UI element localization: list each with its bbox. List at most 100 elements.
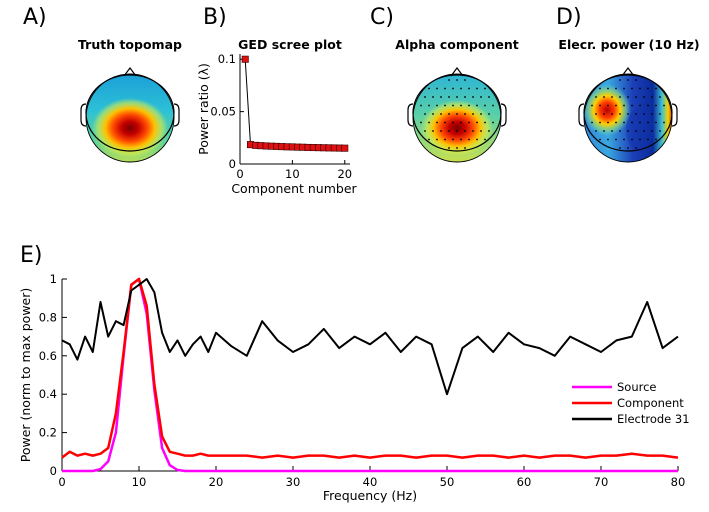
spectrum-y-tick-label: 0.6 xyxy=(39,349,57,363)
electrode-dot xyxy=(619,147,621,149)
scree-point xyxy=(241,55,249,63)
scree-y-tick-label: 0.1 xyxy=(218,52,236,66)
electrode-dot xyxy=(627,130,629,132)
electrode-dot xyxy=(659,96,661,98)
panel-letter-a: A) xyxy=(23,5,47,30)
electrode-dot xyxy=(599,138,601,141)
spectrum-y-tick-label: 1 xyxy=(50,272,57,286)
electrode-dot xyxy=(484,138,486,141)
electrode-dot xyxy=(484,104,486,107)
electrode-dot xyxy=(420,121,422,124)
electrode-dot xyxy=(464,79,466,81)
electrode-dot xyxy=(639,138,641,141)
electrode-dot xyxy=(464,96,466,98)
electrode-dot xyxy=(456,147,458,149)
electrode-dot xyxy=(432,113,434,115)
electrode-dot xyxy=(432,96,434,98)
electrode-dot xyxy=(436,138,438,141)
electrode-dot xyxy=(615,138,617,141)
scree-line xyxy=(244,59,345,149)
panel-b-title: GED scree plot xyxy=(238,37,342,52)
scree-x-tick-label: 10 xyxy=(285,167,300,181)
right-ear-icon xyxy=(500,103,507,127)
electrode-dot xyxy=(476,121,478,124)
panel-d-title: Elecr. power (10 Hz) xyxy=(558,37,699,52)
electrode-dot xyxy=(619,130,621,132)
electrode-dot xyxy=(639,121,641,124)
spectrum-x-tick-label: 10 xyxy=(132,475,147,489)
electrode-dot xyxy=(428,121,430,124)
scree-x-tick-label: 20 xyxy=(337,167,352,181)
electrode-dot xyxy=(651,96,653,98)
spectrum-y-tick-label: 0.4 xyxy=(39,387,57,401)
electrode-markers xyxy=(591,79,665,149)
nose-icon xyxy=(123,67,137,77)
electrode-dot xyxy=(476,87,478,90)
electrode-dot xyxy=(460,138,462,141)
electrode-dot xyxy=(647,104,649,107)
electrode-dot xyxy=(607,87,609,90)
spectrum-line-component xyxy=(61,277,679,459)
electrode-dot xyxy=(627,113,629,115)
left-ear-icon xyxy=(80,103,87,127)
electrode-dot xyxy=(436,104,438,107)
panel-c-title: Alpha component xyxy=(395,37,518,52)
electrode-dot xyxy=(599,104,601,107)
electrode-dot xyxy=(464,113,466,115)
electrode-dot xyxy=(456,130,458,132)
electrode-dot xyxy=(448,130,450,132)
electrode-dot xyxy=(627,96,629,98)
electrode-dot xyxy=(472,130,474,132)
spectrum-y-tick-label: 0.2 xyxy=(39,426,57,440)
electrode-dot xyxy=(460,121,462,124)
topomap-electrode-power xyxy=(578,67,678,163)
electrode-dot xyxy=(619,113,621,115)
spectrum-plot: 00.20.40.60.810 10 20 30 40 50 60 70 80 Frequenc… xyxy=(18,272,690,503)
electrode-dot xyxy=(643,113,645,115)
nose-icon xyxy=(450,67,464,77)
electrode-dot xyxy=(635,147,637,149)
electrode-dot xyxy=(619,79,621,81)
electrode-dot xyxy=(615,87,617,90)
electrode-dot xyxy=(444,104,446,107)
spectrum-x-tick-label: 0 xyxy=(58,475,65,489)
panel-letter-e: E) xyxy=(20,243,42,268)
electrode-dot xyxy=(460,87,462,90)
electrode-dot xyxy=(591,121,593,124)
electrode-dot xyxy=(480,96,482,98)
spectrum-y-tick-label: 0.8 xyxy=(39,310,57,324)
electrode-dot xyxy=(476,138,478,141)
electrode-dot xyxy=(623,104,625,107)
electrode-dot xyxy=(448,96,450,98)
electrode-dot xyxy=(623,121,625,124)
electrode-dot xyxy=(623,138,625,141)
left-ear-icon xyxy=(578,103,585,127)
electrode-dot xyxy=(456,79,458,81)
electrode-dot xyxy=(623,87,625,90)
electrode-dot xyxy=(603,96,605,98)
electrode-dot xyxy=(655,87,657,90)
electrode-dot xyxy=(488,113,490,115)
scree-plot: 0 0.05 0.1 0 10 20 Component number Power rat… xyxy=(196,52,358,196)
topomap-truth xyxy=(80,67,180,163)
electrode-dot xyxy=(659,130,661,132)
electrode-dot xyxy=(436,87,438,90)
spectrum-x-tick-label: 70 xyxy=(594,475,609,489)
spectrum-line-electrode xyxy=(61,278,679,396)
electrode-dot xyxy=(635,113,637,115)
scree-y-tick-label: 0 xyxy=(229,157,236,171)
electrode-dot xyxy=(655,121,657,124)
electrode-dot xyxy=(611,96,613,98)
electrode-dot xyxy=(424,130,426,132)
electrode-dot xyxy=(452,138,454,141)
electrode-dot xyxy=(595,96,597,98)
spectrum-y-tick-label: 0 xyxy=(50,464,57,478)
electrode-dot xyxy=(448,147,450,149)
electrode-dot xyxy=(480,113,482,115)
electrode-dot xyxy=(420,104,422,107)
electrode-dot xyxy=(440,130,442,132)
scree-x-tick-label: 0 xyxy=(236,167,243,181)
electrode-dot xyxy=(603,130,605,132)
electrode-dot xyxy=(492,104,494,107)
electrode-dot xyxy=(440,96,442,98)
